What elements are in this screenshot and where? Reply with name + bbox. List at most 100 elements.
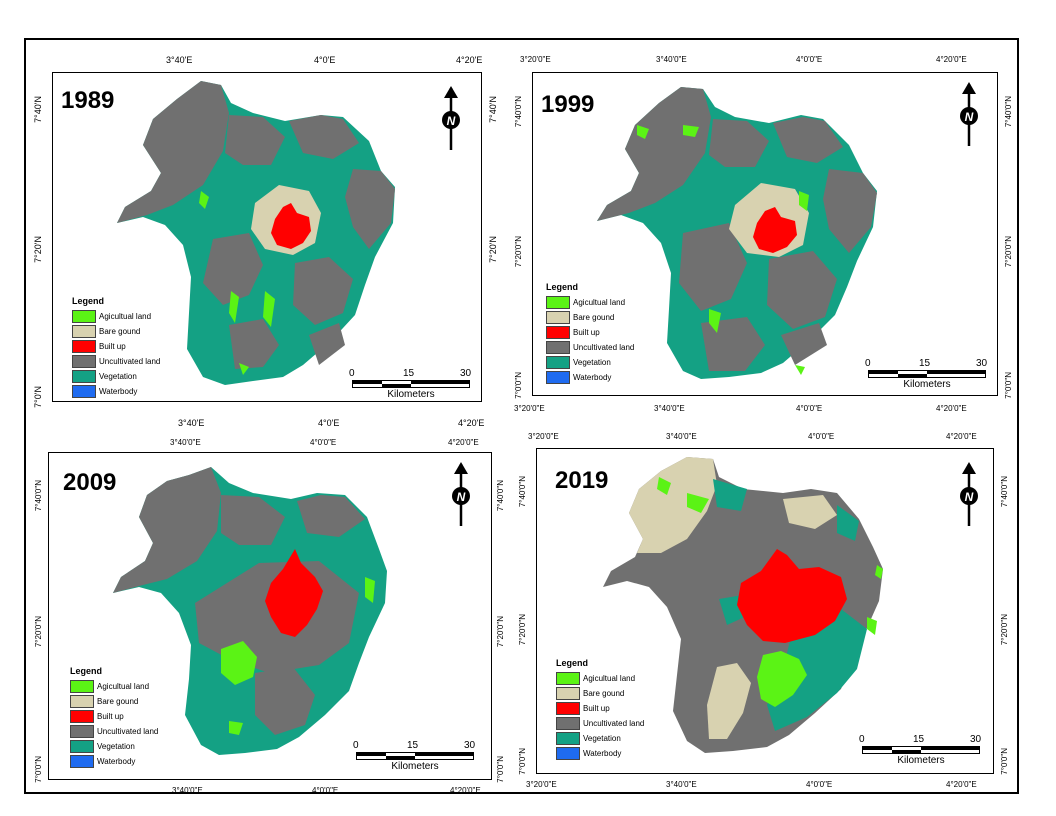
legend-item: Vegetation	[556, 731, 644, 746]
legend-label: Built up	[99, 342, 126, 351]
left-tick-label: 7°40'N	[33, 96, 43, 123]
map-2019	[603, 457, 883, 753]
scale-bar: 0 15 30 Kilometers	[349, 368, 472, 400]
uncultivated-patch	[225, 115, 285, 165]
legend-swatch	[70, 725, 94, 738]
legend: Legend Agicultual land Bare gound Built …	[556, 658, 644, 761]
north-arrow-icon: N	[958, 462, 980, 528]
north-arrow-icon: N	[450, 462, 472, 528]
legend-label: Agicultual land	[573, 298, 626, 307]
legend-item: Built up	[70, 709, 158, 724]
uncultivated-patch	[203, 233, 263, 305]
agricultural-patch	[637, 125, 649, 139]
top-tick-label: 4°0'0"E	[808, 432, 835, 441]
legend-item: Agicultual land	[70, 679, 158, 694]
legend-label: Uncultivated land	[583, 719, 645, 728]
uncultivated-patch	[823, 169, 877, 253]
legend-item: Waterbody	[556, 746, 644, 761]
top-tick-label: 4°20'0"E	[448, 438, 479, 447]
scale-label-0: 0	[859, 734, 865, 745]
bottom-tick-label: 4°0'E	[318, 418, 340, 428]
bottom-tick-label: 4°0'0"E	[796, 404, 823, 413]
top-tick-label: 4°20'0"E	[936, 55, 967, 64]
legend-label: Bare gound	[99, 327, 141, 336]
legend: Legend Agicultual land Bare gound Built …	[70, 666, 158, 769]
right-tick-label: 7°0'0"N	[1004, 372, 1013, 399]
map-year-title: 1999	[541, 91, 595, 118]
legend-item: Agicultual land	[72, 309, 160, 324]
agricultural-patch	[229, 291, 239, 323]
legend-item: Vegetation	[546, 355, 634, 370]
north-arrow-icon: N	[440, 86, 462, 152]
legend-label: Bare gound	[97, 697, 139, 706]
uncultivated-patch	[113, 467, 221, 593]
legend-swatch	[546, 326, 570, 339]
agricultural-patch	[875, 565, 883, 579]
bottom-tick-label: 3°20'0"E	[514, 404, 545, 413]
north-label: N	[457, 490, 466, 504]
legend-label: Vegetation	[583, 734, 621, 743]
top-tick-label: 3°40'0"E	[170, 438, 201, 447]
legend-swatch	[556, 747, 580, 760]
top-tick-label: 3°40'E	[166, 55, 193, 65]
legend-item: Uncultivated land	[556, 716, 644, 731]
legend-label: Waterbody	[99, 387, 138, 396]
legend-item: Uncultivated land	[546, 340, 634, 355]
uncultivated-patch	[221, 495, 285, 545]
uncultivated-patch	[289, 115, 359, 159]
built-up-patch	[753, 207, 797, 253]
bottom-tick-label: 4°20'0"E	[936, 404, 967, 413]
north-label: N	[965, 490, 974, 504]
bare-ground-patch	[707, 663, 751, 739]
map-1989	[117, 81, 395, 385]
legend-swatch	[546, 311, 570, 324]
legend-label: Waterbody	[583, 749, 622, 758]
uncultivated-patch	[345, 169, 395, 249]
legend-item: Built up	[546, 325, 634, 340]
scale-label-30: 30	[970, 734, 982, 745]
legend-swatch	[546, 356, 570, 369]
legend-label: Built up	[97, 712, 124, 721]
scale-label-30: 30	[976, 358, 988, 369]
vegetation-patch	[837, 505, 859, 541]
bottom-tick-label: 3°40'0"E	[654, 404, 685, 413]
legend-item: Built up	[556, 701, 644, 716]
scale-label-15: 15	[407, 740, 419, 751]
bare-ground-patch	[629, 457, 717, 553]
bottom-tick-label: 3°40'0"E	[172, 786, 203, 795]
top-tick-label: 4°0'0"E	[310, 438, 337, 447]
left-tick-label: 7°0'0"N	[514, 372, 523, 399]
uncultivated-patch	[255, 667, 315, 735]
top-tick-label: 3°20'0"E	[528, 432, 559, 441]
left-tick-label: 7°20'0"N	[518, 614, 527, 646]
top-tick-label: 3°40'0"E	[666, 432, 697, 441]
top-tick-label: 4°0'E	[314, 55, 336, 65]
legend-swatch	[72, 355, 96, 368]
legend-item: Bare gound	[556, 686, 644, 701]
bottom-tick-label: 3°40'0"E	[666, 780, 697, 789]
right-tick-label: 7°0'0"N	[496, 756, 505, 783]
legend-swatch	[556, 702, 580, 715]
scale-label-30: 30	[464, 740, 476, 751]
legend-title: Legend	[72, 296, 105, 306]
bottom-tick-label: 4°20'E	[458, 418, 485, 428]
uncultivated-patch	[293, 257, 353, 325]
legend-item: Uncultivated land	[70, 724, 158, 739]
left-tick-label: 7°40'0"N	[514, 96, 523, 128]
right-tick-label: 7°40'N	[488, 96, 498, 123]
legend-label: Uncultivated land	[99, 357, 161, 366]
legend-swatch	[70, 695, 94, 708]
legend-title: Legend	[546, 282, 579, 292]
legend-item: Vegetation	[72, 369, 160, 384]
right-tick-label: 7°20'0"N	[496, 616, 505, 648]
bottom-tick-label: 3°40'E	[178, 418, 205, 428]
map-panel-2009: 2009	[48, 452, 492, 780]
right-tick-label: 7°20'N	[488, 236, 498, 263]
vegetation-patch	[713, 479, 747, 511]
legend-item: Bare gound	[546, 310, 634, 325]
map-1999	[597, 87, 877, 379]
agricultural-patch	[867, 617, 877, 635]
scale-label-30: 30	[460, 368, 472, 379]
legend-item: Vegetation	[70, 739, 158, 754]
legend-label: Agicultual land	[583, 674, 636, 683]
